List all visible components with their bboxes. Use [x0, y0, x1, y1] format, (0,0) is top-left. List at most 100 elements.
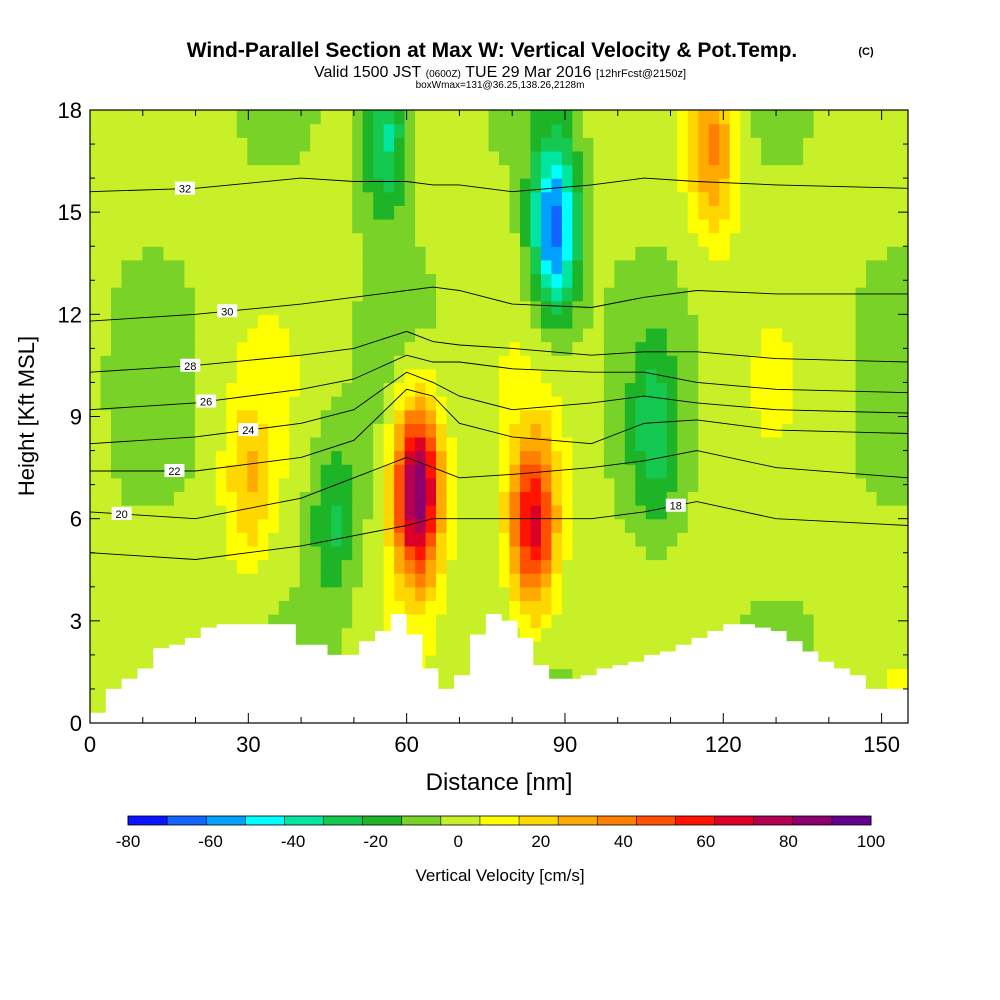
- velocity-cell: [320, 614, 332, 629]
- velocity-cell: [404, 137, 416, 152]
- velocity-cell: [803, 382, 815, 397]
- velocity-cell: [362, 218, 374, 234]
- velocity-cell: [173, 491, 185, 506]
- velocity-cell: [687, 600, 699, 615]
- velocity-cell: [499, 355, 511, 370]
- velocity-cell: [310, 287, 322, 302]
- velocity-cell: [404, 300, 416, 315]
- velocity-cell: [278, 300, 290, 315]
- colorbar-tick-label: 20: [531, 832, 550, 851]
- velocity-cell: [687, 110, 699, 125]
- velocity-cell: [855, 491, 867, 506]
- velocity-cell: [362, 600, 374, 615]
- velocity-cell: [121, 287, 133, 302]
- velocity-cell: [299, 368, 311, 384]
- velocity-cell: [729, 164, 741, 179]
- velocity-cell: [593, 641, 605, 656]
- velocity-cell: [561, 273, 574, 288]
- velocity-cell: [226, 600, 238, 615]
- velocity-cell: [173, 532, 185, 547]
- velocity-cell: [320, 450, 332, 465]
- velocity-cell: [729, 355, 741, 370]
- velocity-cell: [866, 654, 878, 670]
- velocity-cell: [425, 382, 437, 397]
- velocity-cell: [289, 232, 301, 247]
- velocity-cell: [530, 341, 542, 356]
- velocity-cell: [131, 600, 144, 615]
- velocity-cell: [457, 545, 469, 561]
- velocity-cell: [729, 532, 741, 547]
- velocity-cell: [887, 205, 899, 220]
- velocity-cell: [803, 396, 815, 411]
- velocity-cell: [666, 300, 678, 315]
- velocity-cell: [866, 164, 878, 179]
- velocity-cell: [740, 477, 752, 493]
- velocity-cell: [278, 205, 290, 220]
- velocity-cell: [478, 150, 490, 166]
- velocity-cell: [320, 218, 332, 234]
- velocity-cell: [488, 218, 500, 234]
- velocity-cell: [876, 191, 888, 206]
- velocity-cell: [845, 178, 857, 193]
- velocity-cell: [866, 314, 878, 329]
- velocity-cell: [436, 191, 448, 206]
- velocity-cell: [331, 382, 343, 397]
- colorbar-swatch: [440, 816, 481, 825]
- velocity-cell: [624, 259, 636, 275]
- velocity-cell: [163, 505, 175, 520]
- velocity-cell: [268, 586, 280, 601]
- velocity-cell: [142, 491, 154, 506]
- velocity-cell: [761, 573, 773, 588]
- velocity-cell: [855, 586, 867, 601]
- velocity-cell: [572, 205, 584, 220]
- velocity-cell: [341, 586, 353, 601]
- velocity-cell: [519, 518, 532, 533]
- velocity-cell: [488, 164, 500, 179]
- velocity-cell: [698, 436, 710, 452]
- velocity-cell: [436, 518, 448, 533]
- velocity-cell: [299, 450, 311, 465]
- velocity-cell: [415, 396, 427, 411]
- velocity-cell: [478, 341, 490, 356]
- velocity-cell: [572, 641, 584, 656]
- velocity-cell: [656, 559, 668, 574]
- velocity-cell: [551, 518, 563, 533]
- colorbar-tick-label: -80: [116, 832, 141, 851]
- velocity-cell: [184, 518, 196, 533]
- velocity-cell: [530, 518, 542, 533]
- velocity-cell: [457, 559, 469, 574]
- velocity-cell: [341, 327, 353, 343]
- velocity-cell: [205, 559, 217, 574]
- velocity-cell: [855, 518, 867, 533]
- velocity-cell: [100, 287, 112, 302]
- velocity-cell: [771, 205, 783, 220]
- velocity-cell: [572, 300, 584, 315]
- velocity-cell: [803, 436, 815, 452]
- velocity-cell: [729, 300, 741, 315]
- velocity-cell: [782, 164, 794, 179]
- velocity-cell: [572, 110, 584, 125]
- velocity-cell: [152, 232, 165, 247]
- velocity-cell: [425, 491, 437, 506]
- velocity-cell: [509, 491, 521, 506]
- velocity-cell: [603, 614, 615, 629]
- velocity-cell: [698, 368, 710, 384]
- velocity-cell: [603, 110, 615, 125]
- velocity-cell: [173, 423, 185, 438]
- velocity-cell: [152, 287, 165, 302]
- velocity-cell: [247, 273, 259, 288]
- velocity-cell: [656, 355, 668, 370]
- velocity-cell: [593, 355, 605, 370]
- velocity-cell: [394, 586, 406, 601]
- velocity-cell: [247, 164, 259, 179]
- velocity-cell: [121, 423, 133, 438]
- velocity-cell: [519, 505, 532, 520]
- velocity-cell: [404, 341, 416, 356]
- velocity-cell: [593, 327, 605, 343]
- velocity-cell: [551, 314, 563, 329]
- velocity-cell: [131, 627, 144, 642]
- velocity-cell: [121, 627, 133, 642]
- velocity-cell: [352, 164, 364, 179]
- velocity-cell: [666, 436, 678, 452]
- velocity-cell: [561, 641, 574, 656]
